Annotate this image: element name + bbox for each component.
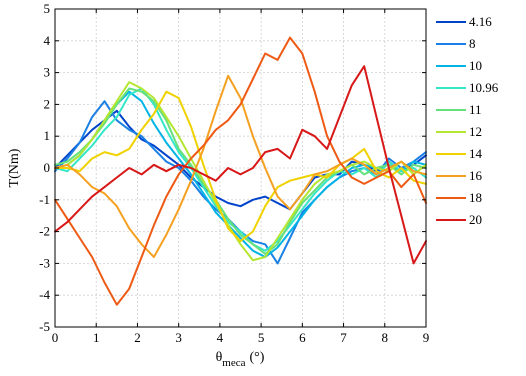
- y-tick-label: -2: [39, 224, 50, 239]
- x-tick-label: 6: [299, 330, 306, 345]
- series-line-10-96: [54, 87, 427, 252]
- y-tick-label: 3: [44, 65, 51, 80]
- y-tick-label: 0: [44, 160, 51, 175]
- x-tick-label: 3: [175, 330, 182, 345]
- series-line-14: [54, 90, 427, 243]
- x-tick-label: 9: [423, 330, 430, 345]
- series-line-11: [54, 87, 427, 255]
- y-tick-label: 1: [44, 128, 51, 143]
- y-tick-label: -1: [39, 192, 50, 207]
- legend-label-18: 18: [469, 190, 482, 205]
- series-line-20: [54, 65, 427, 265]
- y-tick-label: 5: [44, 1, 51, 16]
- x-axis-label-main: θ: [216, 350, 223, 365]
- x-tick-label: 5: [258, 330, 265, 345]
- x-axis-label-unit: (°): [249, 350, 264, 365]
- y-tick-label: -4: [39, 287, 50, 302]
- y-tick-label: -5: [39, 319, 50, 334]
- legend-label-14: 14: [469, 146, 483, 161]
- x-tick-label: 8: [382, 330, 389, 345]
- series-line-18: [54, 36, 427, 306]
- y-tick-label: 4: [44, 33, 51, 48]
- series-line-16: [54, 74, 427, 258]
- legend-label-10: 10: [469, 58, 482, 73]
- y-axis-label: T(Nm): [7, 148, 22, 187]
- x-axis-label: θmeca (°): [216, 350, 265, 369]
- x-tick-label: 7: [340, 330, 347, 345]
- series-line-12: [54, 81, 427, 262]
- x-tick-label: 2: [134, 330, 141, 345]
- x-tick-label: 0: [52, 330, 59, 345]
- y-tick-label: 2: [44, 96, 51, 111]
- legend-label-12: 12: [469, 124, 482, 139]
- x-axis-label-sub: meca: [222, 357, 245, 369]
- legend-label-16: 16: [469, 168, 483, 183]
- legend-label-10-96: 10.96: [469, 80, 499, 95]
- x-tick-label: 1: [93, 330, 100, 345]
- x-tick-label: 4: [217, 330, 224, 345]
- legend-label-8: 8: [469, 36, 476, 51]
- legend-label-20: 20: [469, 212, 482, 227]
- legend-label-4-16: 4.16: [469, 14, 492, 29]
- legend: 4.16 8 10 10.96 11 12 14 16 18 20: [436, 14, 499, 227]
- legend-label-11: 11: [469, 102, 482, 117]
- axis-ticks: 0 1 2 3 4 5 6 7 8 9 -5 -4 -3 -2 -1 0 1 2 3 4 5: [39, 1, 429, 345]
- y-tick-label: -3: [39, 255, 50, 270]
- series-lines: [54, 36, 427, 306]
